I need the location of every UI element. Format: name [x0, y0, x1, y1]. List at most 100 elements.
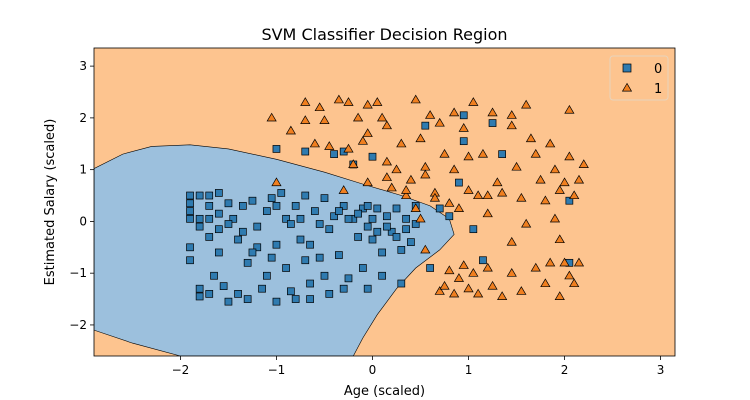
- x-tick-label: 1: [465, 363, 473, 377]
- point-class-1: [410, 94, 421, 104]
- point-class-0: [363, 202, 372, 210]
- point-class-1: [266, 112, 277, 122]
- point-class-1: [439, 148, 450, 158]
- point-class-1: [415, 133, 426, 143]
- point-class-0: [411, 220, 420, 228]
- point-class-1: [415, 213, 426, 223]
- point-class-1: [530, 148, 541, 158]
- point-class-0: [234, 290, 242, 298]
- point-class-1: [482, 190, 493, 200]
- point-class-1: [506, 267, 517, 277]
- point-class-1: [453, 203, 465, 212]
- x-tick-label: 0: [369, 363, 377, 377]
- point-class-0: [205, 233, 214, 241]
- point-class-0: [186, 207, 194, 215]
- point-class-1: [372, 97, 383, 106]
- point-class-0: [296, 235, 305, 244]
- decision-regions: [94, 48, 675, 356]
- point-class-0: [186, 214, 194, 223]
- point-class-1: [535, 174, 546, 184]
- point-class-0: [214, 189, 223, 197]
- point-class-0: [488, 119, 497, 127]
- point-class-1: [477, 148, 489, 158]
- x-tick-label: −1: [268, 363, 286, 377]
- y-axis-label: Estimated Salary (scaled): [43, 119, 58, 286]
- point-class-0: [282, 264, 290, 272]
- point-class-0: [459, 111, 468, 120]
- point-class-0: [455, 178, 463, 187]
- point-class-0: [368, 214, 377, 223]
- point-class-1: [578, 159, 589, 168]
- point-class-0: [459, 137, 468, 146]
- point-class-0: [368, 152, 377, 161]
- legend-label: 1: [654, 82, 662, 97]
- point-class-0: [267, 194, 276, 202]
- point-class-0: [301, 256, 310, 265]
- point-class-0: [378, 248, 386, 257]
- point-class-1: [545, 138, 556, 148]
- point-class-1: [506, 120, 517, 130]
- point-class-0: [301, 147, 310, 156]
- point-class-1: [338, 185, 349, 194]
- point-class-1: [444, 198, 455, 207]
- point-class-1: [463, 151, 474, 161]
- point-class-0: [339, 284, 348, 293]
- point-class-1: [521, 99, 532, 109]
- point-class-1: [343, 97, 354, 106]
- point-class-0: [229, 214, 238, 223]
- y-tick-label: −1: [69, 266, 87, 280]
- point-class-0: [205, 290, 214, 298]
- point-class-1: [482, 262, 493, 272]
- point-class-1: [482, 208, 493, 218]
- point-class-0: [315, 253, 324, 262]
- point-class-1: [506, 110, 517, 119]
- point-class-1: [569, 190, 580, 200]
- point-class-0: [186, 243, 194, 252]
- y-tick-label: 2: [79, 111, 87, 125]
- y-tick-label: 3: [79, 59, 87, 73]
- point-class-0: [195, 222, 204, 231]
- point-class-0: [373, 227, 382, 236]
- point-class-1: [468, 267, 479, 277]
- point-class-1: [564, 270, 575, 280]
- point-class-0: [344, 214, 353, 223]
- point-class-1: [300, 97, 311, 106]
- point-class-0: [306, 279, 314, 288]
- point-class-0: [363, 284, 372, 293]
- point-class-1: [564, 151, 575, 161]
- point-class-0: [397, 246, 406, 254]
- point-class-1: [410, 203, 421, 212]
- point-class-1: [420, 244, 431, 254]
- point-class-1: [391, 164, 402, 174]
- point-class-1: [569, 278, 580, 288]
- point-class-1: [396, 138, 407, 148]
- point-class-1: [434, 117, 445, 127]
- point-class-0: [383, 212, 391, 221]
- point-class-0: [272, 297, 281, 306]
- point-class-0: [315, 220, 324, 228]
- point-class-1: [530, 262, 541, 272]
- point-class-1: [525, 133, 537, 143]
- point-class-0: [205, 214, 214, 223]
- x-axis: −2 −1 0 1 2 3: [172, 356, 664, 377]
- y-tick-label: −2: [69, 318, 87, 332]
- point-class-1: [381, 172, 393, 181]
- point-class-1: [352, 112, 364, 122]
- point-class-1: [473, 288, 484, 298]
- point-class-0: [325, 225, 334, 234]
- chart-title: SVM Classifier Decision Region: [261, 25, 507, 44]
- point-class-0: [426, 264, 434, 272]
- point-class-0: [272, 240, 281, 249]
- point-class-1: [314, 102, 325, 112]
- x-axis-label: Age (scaled): [344, 384, 425, 399]
- point-class-1: [516, 286, 527, 295]
- point-class-0: [402, 225, 410, 234]
- point-class-0: [498, 150, 506, 158]
- point-class-0: [378, 271, 386, 280]
- point-class-1: [559, 177, 570, 187]
- point-class-1: [468, 97, 479, 106]
- scatter-points: [186, 94, 589, 306]
- point-class-0: [387, 227, 396, 236]
- point-class-1: [362, 128, 373, 137]
- point-class-0: [267, 253, 276, 262]
